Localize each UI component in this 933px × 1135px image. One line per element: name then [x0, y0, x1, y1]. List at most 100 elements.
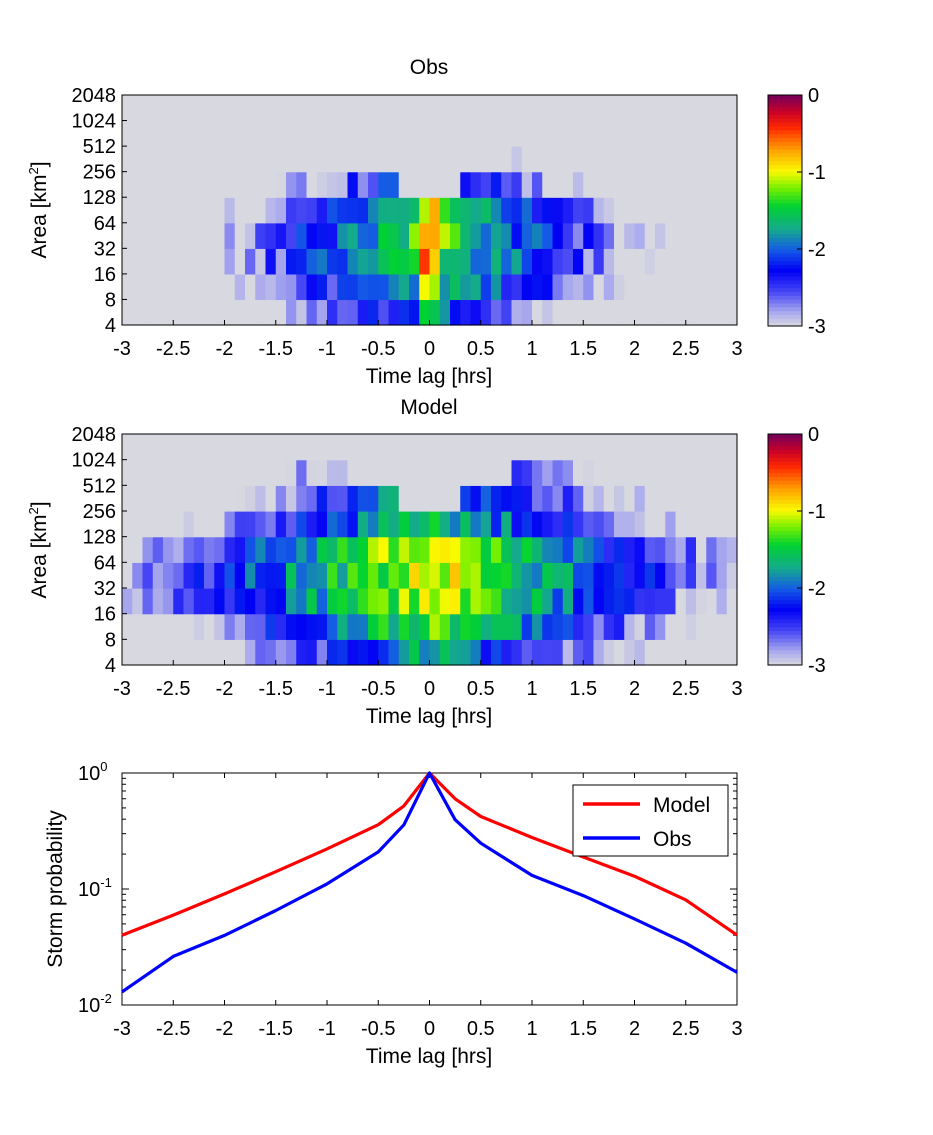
heatmap-cell: [511, 536, 523, 563]
heatmap-cell: [419, 299, 431, 326]
heatmap-cell: [726, 459, 738, 486]
heatmap-cell: [296, 197, 308, 224]
colorbar-swatch: [768, 160, 802, 165]
colorbar-swatch: [768, 283, 802, 289]
heatmap-cell: [675, 459, 687, 486]
heatmap-cell: [542, 222, 554, 249]
heatmap-cell: [716, 459, 728, 486]
heatmap-cell: [552, 248, 564, 275]
heatmap-cell: [265, 562, 277, 589]
heatmap-cell: [286, 95, 297, 122]
colorbar-tick-label: -3: [808, 655, 826, 677]
heatmap-cell: [706, 197, 718, 224]
heatmap-cell: [275, 562, 287, 589]
heatmap-cell: [696, 459, 707, 486]
heatmap-cell: [204, 639, 215, 666]
heatmap-cell: [286, 485, 297, 512]
heatmap-cell: [573, 588, 584, 615]
heatmap-cell: [275, 120, 287, 147]
heatmap-cell: [480, 434, 492, 461]
heatmap-cell: [163, 485, 174, 512]
heatmap-cell: [655, 536, 666, 563]
heatmap-cell: [706, 562, 718, 589]
heatmap-cell: [398, 248, 410, 275]
heatmap-cell: [696, 434, 707, 461]
heatmap-cell: [173, 536, 185, 563]
heatmap-cell: [173, 613, 185, 640]
heatmap-cell: [347, 485, 359, 512]
heatmap-cell: [716, 536, 728, 563]
colorbar-tick-label: -2: [808, 578, 826, 600]
heatmap-cell: [224, 613, 236, 640]
x-tick-label: 3: [731, 1018, 742, 1040]
heatmap-cell: [644, 120, 656, 147]
heatmap-cell: [316, 171, 328, 198]
heatmap-cell: [644, 613, 656, 640]
y-tick-label: 256: [83, 162, 116, 184]
heatmap-cell: [532, 639, 543, 666]
heatmap-cell: [603, 95, 615, 122]
heatmap-cell: [122, 588, 133, 615]
heatmap-cell: [286, 299, 297, 326]
heatmap-cell: [347, 613, 359, 640]
colorbar-swatch: [768, 118, 802, 123]
heatmap-cell: [378, 588, 390, 615]
heatmap-cell: [183, 562, 195, 589]
heatmap-cell: [286, 613, 297, 640]
heatmap-cell: [696, 536, 707, 563]
heatmap-cell: [142, 511, 154, 538]
heatmap-cell: [634, 485, 646, 512]
heatmap-cell: [593, 146, 605, 173]
heatmap-cell: [378, 485, 390, 512]
heatmap-cell: [439, 273, 451, 301]
heatmap-cell: [163, 171, 174, 198]
heatmap-cell: [245, 434, 256, 461]
heatmap-cell: [511, 146, 523, 173]
heatmap-cell: [542, 171, 554, 198]
heatmap-cell: [562, 273, 574, 301]
heatmap-cell: [593, 222, 605, 249]
heatmap-cell: [696, 639, 707, 666]
heatmap-cell: [398, 273, 410, 301]
heatmap-cell: [532, 613, 543, 640]
heatmap-cell: [665, 562, 677, 589]
heatmap-cell: [296, 171, 308, 198]
heatmap-cell: [706, 146, 718, 173]
heatmap-cell: [593, 511, 605, 538]
heatmap-cell: [214, 273, 226, 301]
heatmap-cell: [265, 536, 277, 563]
heatmap-cell: [122, 511, 133, 538]
heatmap-cell: [398, 120, 410, 147]
y-tick-label: 4: [105, 655, 116, 677]
heatmap-cell: [501, 299, 513, 326]
heatmap-cell: [234, 639, 246, 666]
heatmap-cell: [624, 120, 636, 147]
colorbar-swatch: [768, 630, 802, 635]
heatmap-cell: [480, 459, 492, 486]
heatmap-cell: [419, 95, 431, 122]
x-tick-label: -2: [216, 678, 234, 700]
heatmap-cell: [409, 434, 420, 461]
heatmap-cell: [685, 197, 697, 224]
heatmap-cell: [460, 639, 472, 666]
colorbar-swatch: [768, 622, 802, 628]
heatmap-cell: [552, 171, 564, 198]
heatmap-cell: [224, 485, 236, 512]
heatmap-cell: [306, 299, 318, 326]
heatmap-cell: [542, 120, 554, 147]
x-tick-label: 2: [629, 338, 640, 360]
heatmap-cell: [388, 459, 400, 486]
heatmap-cell: [655, 434, 666, 461]
heatmap-cell: [429, 485, 441, 512]
heatmap-cell: [532, 588, 543, 615]
colorbar-swatch: [768, 464, 802, 470]
heatmap-cell: [347, 95, 359, 122]
colorbar-swatch: [768, 252, 802, 258]
heatmap-cell: [624, 639, 636, 666]
heatmap-cell: [706, 299, 718, 326]
heatmap-cell: [255, 562, 267, 589]
heatmap-cell: [132, 197, 144, 224]
heatmap-cell: [624, 197, 636, 224]
heatmap-cell: [132, 273, 144, 301]
heatmap-cell: [450, 222, 461, 249]
